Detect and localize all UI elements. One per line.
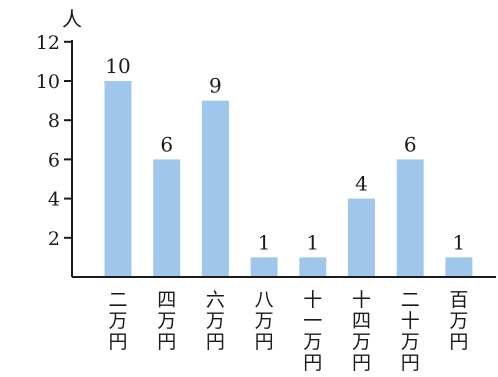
y-tick-label: 6 bbox=[48, 149, 60, 171]
bar bbox=[445, 257, 473, 277]
data-label: 6 bbox=[404, 132, 417, 156]
category-label: 二万円 bbox=[108, 289, 127, 353]
y-tick-label: 2 bbox=[48, 228, 60, 250]
category-label: 八万円 bbox=[255, 289, 274, 353]
bar bbox=[201, 100, 229, 277]
y-tick-label: 12 bbox=[36, 32, 60, 54]
bar bbox=[396, 159, 424, 277]
category-label: 二十万円 bbox=[401, 289, 420, 374]
bar bbox=[250, 257, 278, 277]
data-label: 9 bbox=[209, 74, 222, 98]
data-label: 4 bbox=[355, 172, 368, 196]
data-label: 6 bbox=[160, 132, 173, 156]
bar bbox=[348, 198, 375, 277]
y-tick-label: 10 bbox=[36, 71, 60, 93]
y-ticks-group: 2 4 6 8 10 12 bbox=[36, 32, 72, 250]
bar bbox=[104, 81, 132, 277]
y-tick-label: 4 bbox=[48, 189, 60, 211]
category-label: 四万円 bbox=[157, 289, 176, 353]
category-labels-group: 二万円 四万円 六万円 八万円 十一万円 十四万円 二十万円 百万円 bbox=[108, 289, 468, 374]
data-labels-group: 10 6 9 1 1 4 6 1 bbox=[105, 54, 465, 254]
y-axis-unit-label: 人 bbox=[62, 7, 82, 31]
bar bbox=[153, 159, 181, 277]
category-label: 十四万円 bbox=[352, 289, 371, 374]
data-label: 1 bbox=[306, 230, 319, 254]
bar bbox=[299, 257, 327, 277]
data-label: 1 bbox=[453, 230, 466, 254]
category-label: 百万円 bbox=[449, 289, 468, 353]
data-label: 1 bbox=[258, 230, 271, 254]
category-label: 六万円 bbox=[206, 289, 225, 353]
bars-group bbox=[104, 81, 473, 277]
y-tick-label: 8 bbox=[48, 110, 60, 132]
category-label: 十一万円 bbox=[303, 289, 322, 374]
data-label: 10 bbox=[105, 54, 130, 78]
